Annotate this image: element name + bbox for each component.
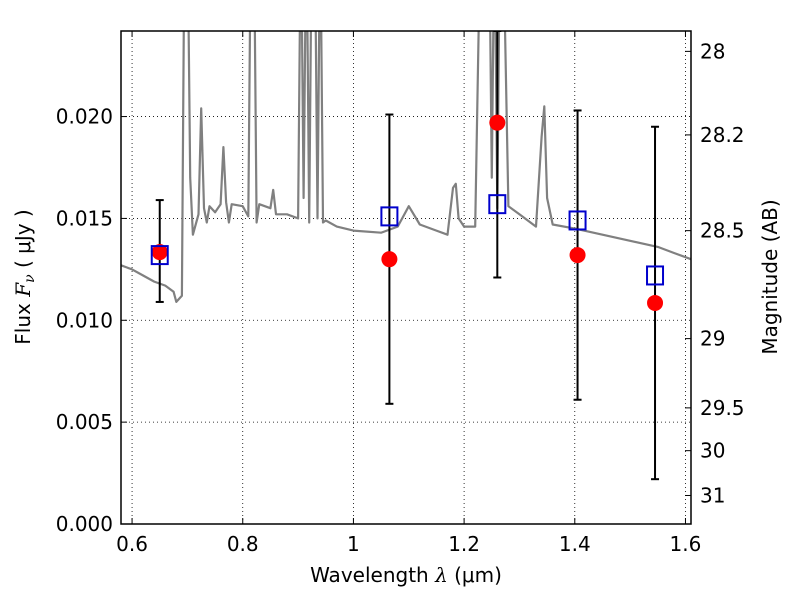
plot-background	[121, 31, 691, 524]
y-tick-label: 0.010	[56, 308, 113, 332]
y-tick-label: 0.020	[56, 105, 113, 129]
y2-ticks: 28 28.2 28.5 29 29.5 30 31	[685, 39, 745, 507]
x-tick-label: 1	[347, 532, 360, 556]
model-point	[646, 265, 665, 286]
observed-point	[381, 251, 398, 268]
observed-point	[489, 114, 506, 131]
spectrum-layer	[121, 31, 691, 303]
y-tick-label: 0.000	[56, 512, 113, 536]
observed-points-layer	[151, 114, 664, 311]
x-tick-label: 0.6	[116, 532, 148, 556]
y2-tick-label: 28.2	[700, 123, 745, 147]
x-tick-label: 1.2	[448, 532, 480, 556]
y-ticks: 0.000 0.005 0.010 0.015 0.020	[56, 105, 127, 536]
y-axis-title: Flux Fν ( μJy )	[11, 209, 38, 344]
x-tick-label: 1.4	[559, 532, 591, 556]
y2-tick-label: 29.5	[700, 396, 745, 420]
observed-point	[151, 244, 168, 261]
y2-axis-title: Magnitude (AB)	[758, 199, 782, 354]
observed-point	[569, 247, 586, 264]
observed-point	[647, 294, 664, 311]
x-tick-label: 1.6	[670, 532, 702, 556]
model-points-layer	[150, 194, 665, 286]
y-tick-label: 0.015	[56, 206, 113, 230]
y2-tick-label: 28	[700, 39, 725, 63]
y2-tick-label: 30	[700, 439, 725, 463]
y2-tick-label: 28.5	[700, 219, 745, 243]
model-point	[150, 245, 169, 266]
model-point	[488, 194, 507, 215]
x-tick-label: 0.8	[227, 532, 259, 556]
y2-tick-label: 29	[700, 327, 725, 351]
y2-tick-label: 31	[700, 483, 725, 507]
x-ticks: 0.6 0.8 1 1.2 1.4 1.6	[116, 31, 701, 556]
model-spectrum-line	[121, 31, 691, 303]
plot-frame	[120, 30, 692, 525]
x-axis-title: Wavelength λ (μm)	[310, 563, 502, 587]
y-tick-label: 0.005	[56, 410, 113, 434]
model-point	[380, 206, 399, 227]
model-point	[568, 210, 587, 231]
